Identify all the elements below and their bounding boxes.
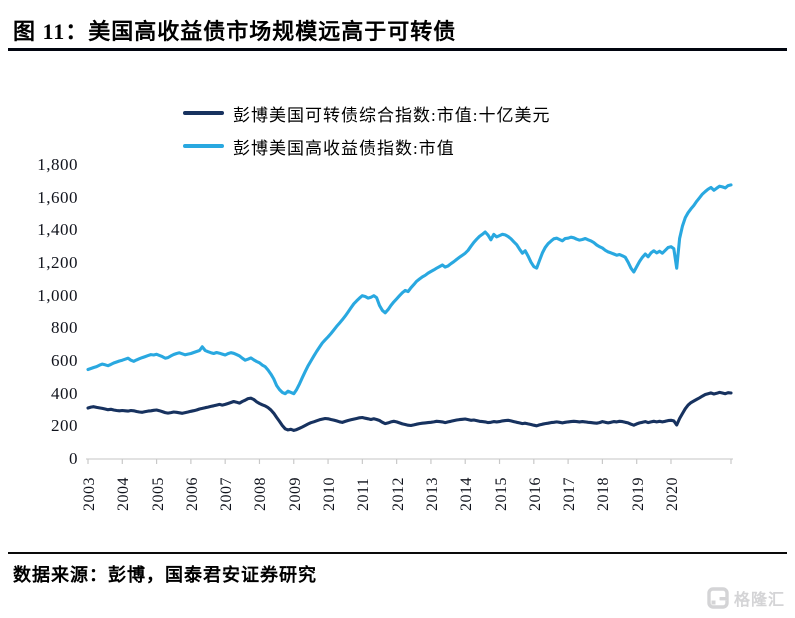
x-tick-label: 2016 (526, 477, 544, 511)
chart-legend: 彭博美国可转债综合指数:市值:十亿美元 彭博美国高收益债指数:市值 (183, 103, 550, 169)
x-tick-label: 2013 (423, 477, 441, 511)
footer-divider (8, 552, 787, 554)
y-tick-label: 800 (51, 318, 78, 338)
legend-item-high-yield: 彭博美国高收益债指数:市值 (183, 136, 550, 158)
chart-area: 彭博美国可转债综合指数:市值:十亿美元 彭博美国高收益债指数:市值 0 200 40… (0, 56, 795, 536)
y-tick-label: 1,400 (37, 220, 78, 240)
x-tick-label: 2004 (115, 477, 133, 511)
y-tick-label: 1,000 (37, 285, 78, 305)
y-tick-label: 1,200 (37, 253, 78, 272)
x-tick-label: 2017 (561, 477, 579, 511)
figure-number: 图 11： (13, 19, 89, 44)
x-tick-label: 2009 (286, 477, 304, 511)
y-tick-label: 1,800 (37, 155, 78, 174)
figure-title: 图 11：美国高收益债市场规模远高于可转债 (13, 14, 456, 46)
data-source: 数据来源：彭博，国泰君安证券研究 (13, 561, 317, 587)
x-tick-label: 2003 (81, 477, 98, 511)
x-tick-label: 2012 (389, 477, 407, 511)
x-tick-label: 2014 (458, 477, 476, 511)
title-underline (8, 48, 787, 51)
legend-item-convertible: 彭博美国可转债综合指数:市值:十亿美元 (183, 103, 551, 125)
high-yield-line-swatch (183, 144, 224, 148)
x-tick-label: 2007 (218, 477, 236, 511)
y-tick-label: 0 (69, 449, 78, 468)
y-tick-label: 1,600 (37, 187, 78, 207)
x-tick-label: 2011 (355, 477, 373, 511)
x-tick-label: 2019 (629, 477, 647, 511)
gelonghui-watermark: 格隆汇 (707, 586, 785, 610)
convertible-line-swatch (183, 111, 224, 115)
gelonghui-brand-text: 格隆汇 (733, 592, 785, 609)
y-tick-label: 600 (51, 351, 78, 370)
data-source-text: 彭博，国泰君安证券研究 (108, 565, 317, 585)
x-tick-label: 2008 (252, 477, 270, 511)
legend-label-convertible: 彭博美国可转债综合指数:市值:十亿美元 (233, 105, 551, 125)
x-tick-label: 2018 (595, 477, 613, 511)
legend-label-high-yield: 彭博美国高收益债指数:市值 (233, 138, 455, 158)
x-tick-label: 2015 (492, 477, 510, 511)
x-tick-label: 2005 (149, 477, 167, 511)
x-tick-label: 2010 (321, 477, 339, 511)
data-source-label: 数据来源： (13, 565, 108, 585)
figure-title-text: 美国高收益债市场规模远高于可转债 (88, 19, 457, 44)
gelonghui-logo-icon (707, 587, 729, 609)
x-tick-label: 2006 (183, 477, 201, 511)
x-tick-label: 2020 (663, 477, 681, 511)
y-tick-label: 200 (51, 416, 78, 436)
y-tick-label: 400 (51, 383, 78, 403)
